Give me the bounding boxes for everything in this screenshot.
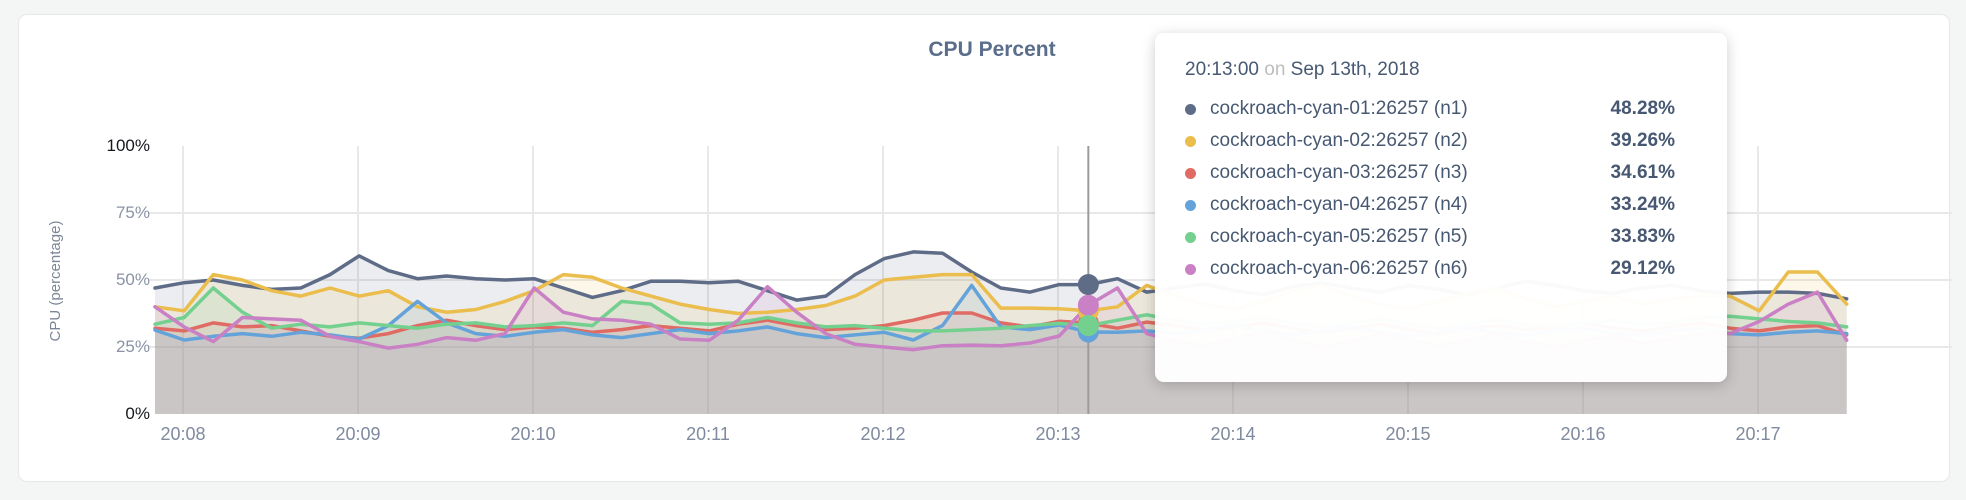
series-name: cockroach-cyan-01:26257 (n1) (1210, 98, 1468, 119)
tooltip-series-row: cockroach-cyan-04:26257 (n4) 33.24% (1185, 189, 1675, 221)
hover-dot (1077, 315, 1099, 337)
x-tick-label: 20:16 (1560, 424, 1606, 444)
tooltip-series-row: cockroach-cyan-01:26257 (n1) 48.28% (1185, 93, 1675, 125)
series-value: 34.61% (1610, 162, 1675, 183)
tooltip-series-row: cockroach-cyan-02:26257 (n2) 39.26% (1185, 125, 1675, 157)
series-color-dot-icon (1185, 103, 1196, 115)
series-color-dot-icon (1185, 135, 1196, 147)
x-tick-label: 20:09 (335, 424, 381, 444)
tooltip-time: 20:13:00 (1185, 59, 1259, 80)
hover-dot (1077, 294, 1099, 316)
tooltip-series-row: cockroach-cyan-06:26257 (n6) 29.12% (1185, 253, 1675, 285)
x-tick-label: 20:15 (1385, 424, 1431, 444)
hover-dot (1077, 274, 1099, 296)
series-value: 48.28% (1610, 98, 1675, 119)
y-tick-label: 25% (115, 337, 150, 356)
x-tick-label: 20:17 (1735, 424, 1781, 444)
series-value: 33.83% (1610, 226, 1675, 247)
series-value: 39.26% (1610, 130, 1675, 151)
tooltip-series-row: cockroach-cyan-03:26257 (n3) 34.61% (1185, 157, 1675, 189)
tooltip-date: Sep 13th, 2018 (1290, 59, 1420, 80)
series-value: 33.24% (1610, 194, 1675, 215)
hover-tooltip: 20:13:00 on Sep 13th, 2018 cockroach-cya… (1155, 33, 1727, 382)
y-tick-label: 75% (115, 203, 150, 222)
x-tick-label: 20:11 (686, 424, 730, 444)
tooltip-timestamp: 20:13:00 on Sep 13th, 2018 (1185, 59, 1675, 81)
series-color-dot-icon (1185, 263, 1196, 275)
tooltip-series-row: cockroach-cyan-05:26257 (n5) 33.83% (1185, 221, 1675, 253)
y-tick-label: 0% (125, 404, 150, 423)
series-name: cockroach-cyan-04:26257 (n4) (1210, 194, 1468, 215)
series-color-dot-icon (1185, 199, 1196, 211)
y-tick-label: 50% (115, 270, 150, 289)
series-area (155, 286, 1847, 414)
tooltip-conjunction: on (1264, 59, 1286, 80)
y-tick-label: 100% (106, 136, 150, 155)
series-color-dot-icon (1185, 167, 1196, 179)
series-name: cockroach-cyan-06:26257 (n6) (1210, 258, 1468, 279)
x-tick-label: 20:14 (1210, 424, 1256, 444)
tooltip-series-list: cockroach-cyan-01:26257 (n1) 48.28% cockro… (1185, 93, 1675, 285)
x-tick-label: 20:08 (160, 424, 206, 444)
chart-title: CPU Percent (928, 38, 1056, 61)
series-value: 29.12% (1610, 258, 1675, 279)
series-name: cockroach-cyan-05:26257 (n5) (1210, 226, 1468, 247)
x-tick-label: 20:12 (860, 424, 906, 444)
series-name: cockroach-cyan-02:26257 (n2) (1210, 130, 1468, 151)
x-tick-label: 20:10 (510, 424, 556, 444)
series-area (155, 288, 1847, 414)
series-name: cockroach-cyan-03:26257 (n3) (1210, 162, 1468, 183)
x-tick-label: 20:13 (1035, 424, 1081, 444)
series-color-dot-icon (1185, 231, 1196, 243)
